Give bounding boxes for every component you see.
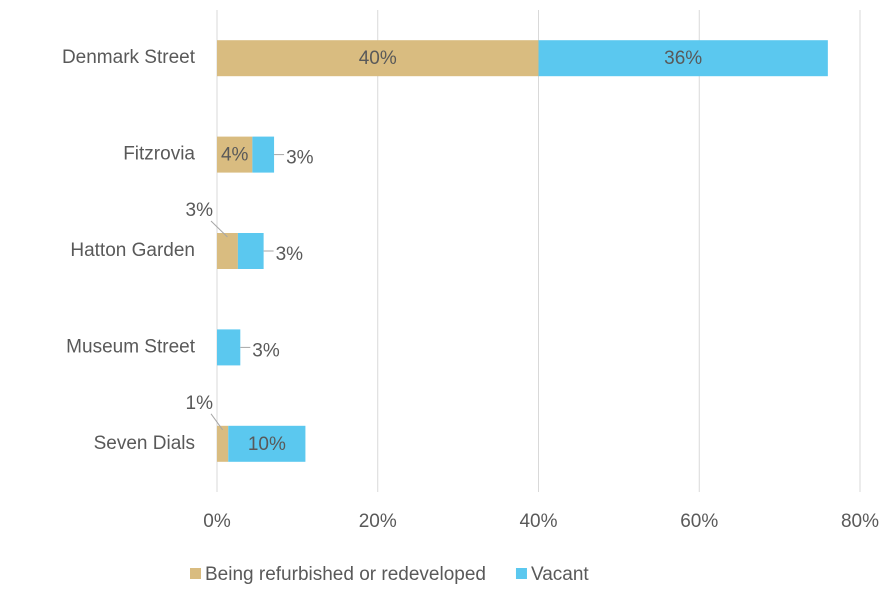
data-label: 36% xyxy=(664,48,702,69)
legend-label: Vacant xyxy=(531,564,589,585)
data-label: 40% xyxy=(359,48,397,69)
data-label: 1% xyxy=(186,393,214,414)
legend-swatch xyxy=(515,568,527,579)
data-label: 3% xyxy=(276,244,304,265)
data-label: 3% xyxy=(286,148,314,169)
x-tick-label: 80% xyxy=(841,511,879,532)
data-label: 4% xyxy=(221,145,249,166)
bar-segment xyxy=(217,425,229,462)
bar-segment xyxy=(217,329,241,366)
x-tick-label: 40% xyxy=(519,511,557,532)
bar-segment xyxy=(237,233,264,269)
y-tick-label: Denmark Street xyxy=(62,47,196,68)
y-tick-label: Fitzrovia xyxy=(123,144,195,165)
x-tick-label: 60% xyxy=(680,511,718,532)
bar-segment xyxy=(538,40,828,77)
y-tick-label: Museum Street xyxy=(66,336,196,357)
leader-line xyxy=(210,220,228,238)
leader-line xyxy=(210,413,224,431)
bar-segment xyxy=(217,136,253,173)
y-tick-label: Seven Dials xyxy=(94,433,195,454)
bar-segment xyxy=(217,233,238,269)
x-tick-label: 0% xyxy=(203,511,231,532)
y-tick-label: Hatton Garden xyxy=(70,240,195,261)
legend-label: Being refurbished or redeveloped xyxy=(205,564,486,585)
data-label: 3% xyxy=(252,340,280,361)
bar-segment xyxy=(252,136,275,173)
x-tick-label: 20% xyxy=(359,511,397,532)
bar-segment xyxy=(217,40,539,77)
data-label: 10% xyxy=(248,434,286,455)
data-label: 3% xyxy=(186,200,214,221)
legend-swatch xyxy=(190,568,201,579)
bar-segment xyxy=(228,425,306,462)
